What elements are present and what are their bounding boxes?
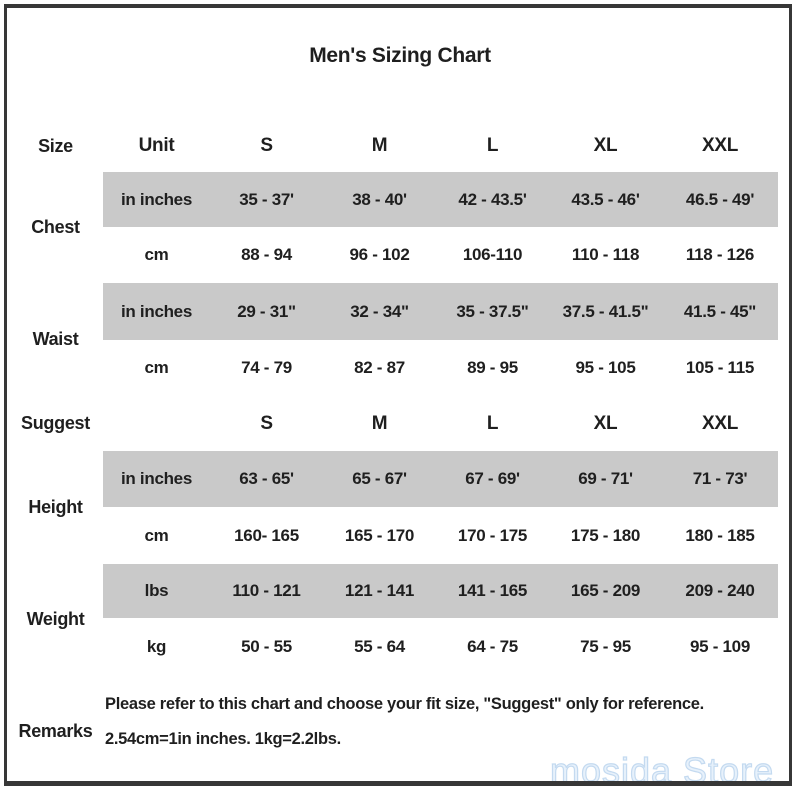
table-cell: 121 - 141 (323, 564, 436, 618)
table-cell: 42 - 43.5' (436, 172, 549, 227)
table-cell: 141 - 165 (436, 564, 549, 618)
table-cell: 160- 165 (234, 525, 299, 545)
table-cell: 35 - 37.5" (436, 283, 549, 340)
unit-cell: in inches (103, 283, 210, 340)
table-cell: 170 - 175 (457, 525, 528, 545)
table-cell: 118 - 126 (685, 245, 755, 264)
table-cell: 82 - 87 (354, 358, 405, 377)
suggest-size-m: M (371, 412, 388, 434)
column-header-size: Size (38, 135, 73, 156)
table-cell: 32 - 34" (323, 283, 436, 340)
table-cell: 106-110 (462, 245, 523, 264)
row-label-height: Height (28, 497, 83, 517)
unit-cell: cm (144, 245, 169, 264)
unit-cell: cm (144, 525, 169, 545)
row-label-remarks: Remarks (18, 720, 93, 741)
table-cell: 88 - 94 (241, 245, 292, 264)
row-label-waist: Waist (32, 329, 79, 349)
table-cell: 165 - 170 (344, 525, 415, 545)
sizing-table: Size Unit S M L XL XXL Chest Waist Sugge… (8, 120, 778, 787)
table-cell: 69 - 71' (549, 451, 662, 507)
table-cell: 74 - 79 (241, 358, 292, 377)
table-cell: 110 - 121 (210, 564, 323, 618)
column-header-m: M (371, 135, 388, 156)
suggest-size-xxl: XXL (701, 412, 739, 434)
table-cell: 38 - 40' (323, 172, 436, 227)
unit-cell (103, 396, 210, 451)
table-cell: 89 - 95 (467, 358, 518, 377)
table-cell: 29 - 31" (210, 283, 323, 340)
page-title: Men's Sizing Chart (309, 44, 491, 67)
row-label-chest: Chest (31, 217, 80, 237)
table-cell: 63 - 65' (210, 451, 323, 507)
row-label-suggest: Suggest (21, 413, 90, 433)
column-header-s: S (260, 135, 273, 156)
column-header-xxl: XXL (701, 135, 739, 156)
suggest-size-xl: XL (593, 412, 618, 434)
row-label-weight: Weight (26, 609, 85, 629)
suggest-size-s: S (260, 412, 273, 434)
remarks-line-2: 2.54cm=1in inches. 1kg=2.2lbs. (105, 730, 341, 748)
table-cell: 95 - 105 (575, 358, 636, 377)
table-cell: 75 - 95 (580, 636, 631, 656)
table-cell: 41.5 - 45" (662, 283, 778, 340)
table-cell: 165 - 209 (549, 564, 662, 618)
table-cell: 110 - 118 (571, 245, 640, 264)
table-cell: 46.5 - 49' (662, 172, 778, 227)
unit-cell: kg (146, 636, 167, 656)
table-cell: 180 - 185 (685, 525, 755, 545)
unit-cell: cm (144, 358, 169, 377)
table-cell: 64 - 75 (467, 636, 518, 656)
table-cell: 105 - 115 (685, 358, 755, 377)
table-cell: 55 - 64 (354, 636, 405, 656)
unit-cell: lbs (103, 564, 210, 618)
remarks-line-1: Please refer to this chart and choose yo… (105, 695, 704, 713)
table-cell: 65 - 67' (323, 451, 436, 507)
table-cell: 96 - 102 (349, 245, 410, 264)
table-cell: 95 - 109 (690, 636, 750, 656)
column-header-l: L (486, 135, 499, 156)
suggest-size-l: L (486, 412, 499, 434)
unit-cell: in inches (103, 172, 210, 227)
table-cell: 37.5 - 41.5" (549, 283, 662, 340)
table-cell: 43.5 - 46' (549, 172, 662, 227)
table-cell: 175 - 180 (570, 525, 641, 545)
column-header-unit: Unit (138, 135, 175, 156)
store-watermark: mosida Store (549, 749, 775, 791)
table-cell: 50 - 55 (241, 636, 292, 656)
table-cell: 71 - 73' (662, 451, 778, 507)
unit-cell: in inches (103, 451, 210, 507)
column-header-xl: XL (593, 135, 618, 156)
table-cell: 35 - 37' (210, 172, 323, 227)
table-cell: 209 - 240 (662, 564, 778, 618)
remarks-text: Please refer to this chart and choose yo… (103, 675, 778, 787)
table-cell: 67 - 69' (436, 451, 549, 507)
